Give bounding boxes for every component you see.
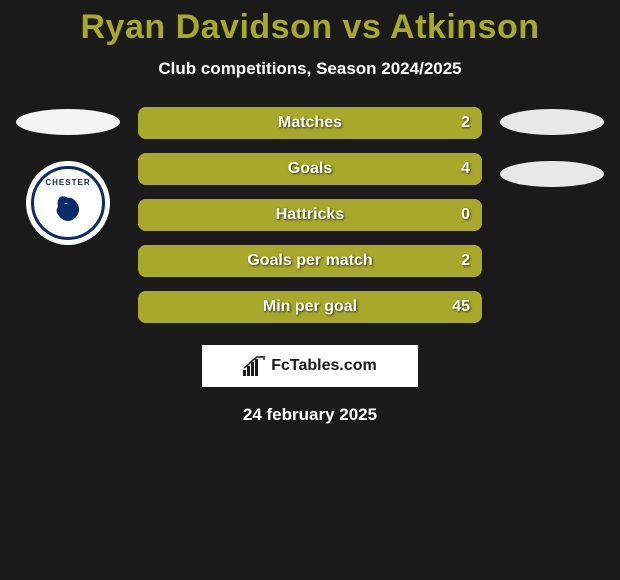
chart-icon [243, 356, 265, 376]
lion-icon [48, 189, 88, 229]
page-container: Ryan Davidson vs Atkinson Club competiti… [0, 0, 620, 425]
stat-bar: Matches 2 [138, 107, 482, 139]
left-column: CHESTER [16, 107, 120, 245]
main-row: CHESTER Matches 2 Goals 4 Hattricks 0 Goals pe… [0, 107, 620, 323]
stat-bar: Min per goal 45 [138, 291, 482, 323]
player-photo-placeholder-right-2 [500, 161, 604, 187]
stat-value: 2 [461, 114, 470, 132]
right-column [500, 107, 604, 187]
stats-column: Matches 2 Goals 4 Hattricks 0 Goals per match 2… [138, 107, 482, 323]
stat-label: Goals [288, 160, 332, 178]
stat-label: Hattricks [276, 206, 344, 224]
brand-text: FcTables.com [271, 357, 377, 375]
club-badge-text: CHESTER [45, 178, 90, 187]
footer: FcTables.com 24 february 2025 [0, 345, 620, 425]
stat-label: Goals per match [247, 252, 372, 270]
player-photo-placeholder-right-1 [500, 109, 604, 135]
stat-value: 45 [452, 298, 470, 316]
club-badge-inner: CHESTER [31, 166, 105, 240]
subtitle: Club competitions, Season 2024/2025 [0, 59, 620, 79]
stat-value: 4 [461, 160, 470, 178]
club-badge-left: CHESTER [26, 161, 110, 245]
stat-bar: Goals per match 2 [138, 245, 482, 277]
date-text: 24 february 2025 [243, 405, 377, 425]
stat-label: Min per goal [263, 298, 357, 316]
stat-value: 0 [461, 206, 470, 224]
page-title: Ryan Davidson vs Atkinson [0, 8, 620, 47]
player-photo-placeholder-left [16, 109, 120, 135]
brand-box: FcTables.com [202, 345, 418, 387]
stat-bar: Goals 4 [138, 153, 482, 185]
stat-value: 2 [461, 252, 470, 270]
stat-bar: Hattricks 0 [138, 199, 482, 231]
stat-label: Matches [278, 114, 342, 132]
